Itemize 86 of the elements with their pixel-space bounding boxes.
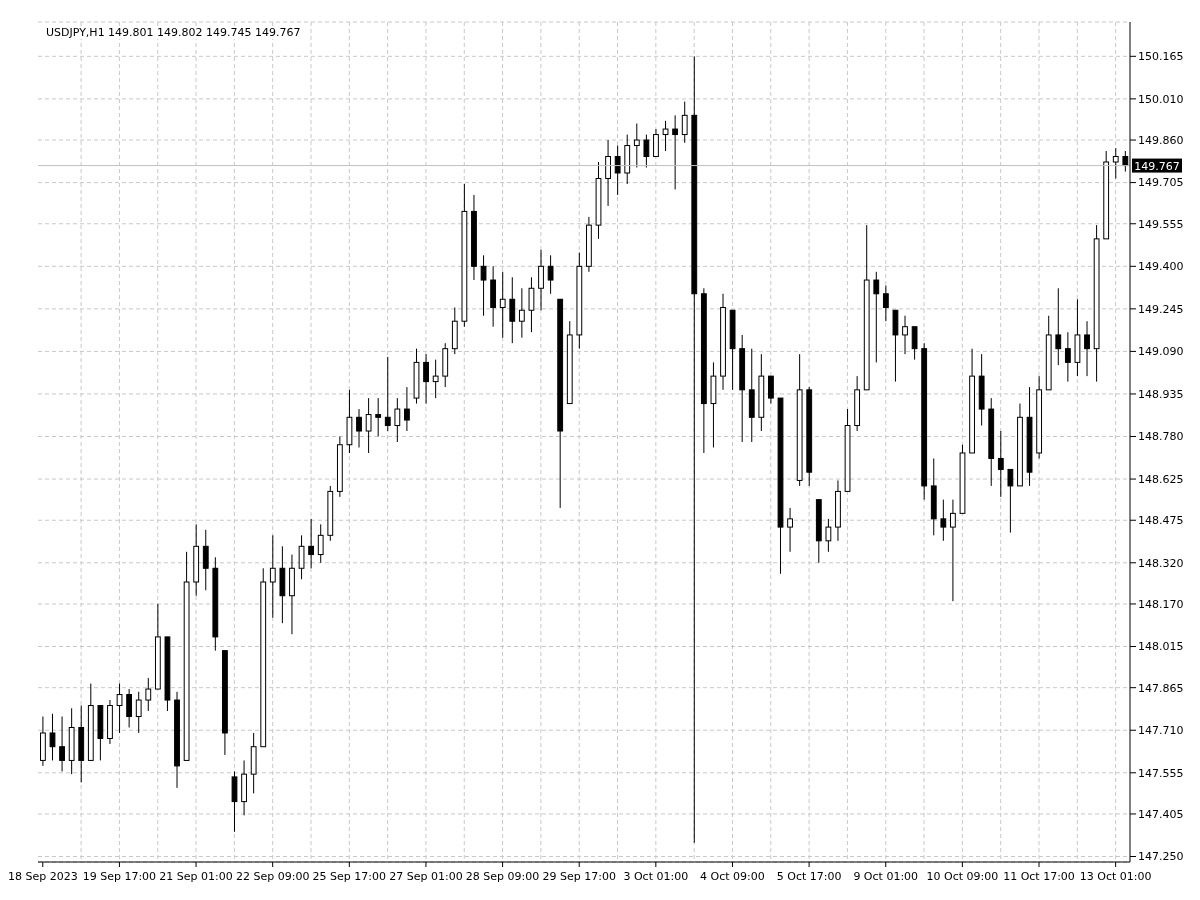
x-tick-label: 4 Oct 09:00 <box>700 870 765 883</box>
x-tick-label: 5 Oct 17:00 <box>776 870 842 883</box>
candlestick <box>538 249 544 311</box>
candlestick <box>375 397 382 438</box>
y-tick-label: 147.405 <box>1138 807 1184 821</box>
y-tick-label: 150.010 <box>1138 92 1184 106</box>
candlestick <box>940 499 947 542</box>
candlestick <box>509 276 516 344</box>
candlestick <box>499 271 506 339</box>
chart-title: USDJPY,H1 149.801 149.802 149.745 149.767 <box>46 26 301 39</box>
candlestick <box>633 123 640 168</box>
candlestick <box>882 285 889 322</box>
candlestick <box>145 677 152 712</box>
candlestick <box>49 713 56 761</box>
candlestick <box>653 128 659 158</box>
y-tick-label: 150.165 <box>1138 50 1184 64</box>
y-tick-label: 148.780 <box>1138 430 1184 444</box>
candlestick <box>518 287 525 339</box>
x-tick-label: 10 Oct 09:00 <box>926 870 999 883</box>
candlestick <box>365 397 372 454</box>
x-tick-label: 9 Oct 01:00 <box>853 870 919 883</box>
candlestick <box>1055 287 1062 366</box>
candlestick <box>1064 331 1071 383</box>
candlestick <box>59 716 65 772</box>
candlestick <box>1112 147 1119 179</box>
y-tick-label: 147.555 <box>1138 766 1184 780</box>
y-tick-label: 148.170 <box>1138 597 1184 611</box>
y-tick-label: 148.475 <box>1138 514 1184 528</box>
y-tick-label: 148.625 <box>1138 472 1184 486</box>
x-tick-label: 29 Sep 17:00 <box>542 870 616 883</box>
candlestick <box>643 134 650 168</box>
candlestick <box>1007 468 1014 534</box>
x-tick-label: 25 Sep 17:00 <box>312 870 387 883</box>
y-tick-label: 148.320 <box>1138 556 1184 570</box>
x-tick-label: 13 Oct 01:00 <box>1079 870 1152 883</box>
candlestick <box>787 507 793 553</box>
x-tick-label: 28 Sep 09:00 <box>465 870 540 883</box>
candlestick <box>480 254 487 317</box>
candlestick <box>681 101 688 144</box>
ref-line-label: 149.767 <box>1134 159 1180 173</box>
candlestick <box>902 315 908 355</box>
candlestick <box>528 276 535 333</box>
x-tick-label: 11 Oct 17:00 <box>1003 870 1075 883</box>
y-tick-label: 147.865 <box>1138 681 1184 695</box>
candlestick <box>672 114 679 190</box>
candlestick <box>547 254 554 295</box>
y-tick-label: 149.245 <box>1138 302 1184 316</box>
candlestick <box>614 145 621 196</box>
y-tick-label: 149.705 <box>1138 176 1184 190</box>
candlestick <box>384 356 391 432</box>
x-tick-label: 19 Sep 17:00 <box>82 870 157 883</box>
candlestick <box>950 499 956 602</box>
y-tick-label: 149.555 <box>1138 217 1184 231</box>
candlestick <box>394 397 401 443</box>
y-tick-label: 148.015 <box>1138 640 1184 654</box>
y-tick-label: 149.090 <box>1138 345 1184 359</box>
x-tick-label: 18 Sep 2023 <box>7 870 78 883</box>
candlestick <box>825 518 832 553</box>
candlestick <box>317 523 324 564</box>
x-tick-label: 22 Sep 09:00 <box>235 870 310 883</box>
candlestick <box>997 430 1004 498</box>
y-tick-label: 147.710 <box>1138 724 1184 738</box>
y-tick-label: 149.400 <box>1138 260 1184 274</box>
candlestick <box>768 375 774 405</box>
candlestick <box>202 529 209 591</box>
candlestick <box>269 534 276 619</box>
x-tick-label: 27 Sep 01:00 <box>389 870 463 883</box>
candlestick <box>135 691 142 734</box>
candlestick <box>662 120 669 152</box>
candlestick <box>432 359 439 399</box>
candlestick <box>873 271 880 363</box>
y-tick-label: 148.935 <box>1138 387 1184 401</box>
candlestick <box>911 326 918 361</box>
x-tick-label: 21 Sep 01:00 <box>159 870 233 883</box>
candlestick <box>423 353 429 405</box>
candlestick <box>605 139 611 207</box>
candlestick <box>356 408 362 448</box>
candlestick <box>298 534 305 580</box>
y-tick-label: 147.250 <box>1138 850 1184 864</box>
x-tick-label: 3 Oct 01:00 <box>623 870 689 883</box>
candlestick <box>116 683 123 734</box>
candlestick <box>308 518 315 569</box>
y-tick-label: 149.860 <box>1138 133 1184 147</box>
candlestick <box>404 386 410 432</box>
candlestick <box>1084 320 1090 377</box>
candlestick <box>126 688 133 728</box>
